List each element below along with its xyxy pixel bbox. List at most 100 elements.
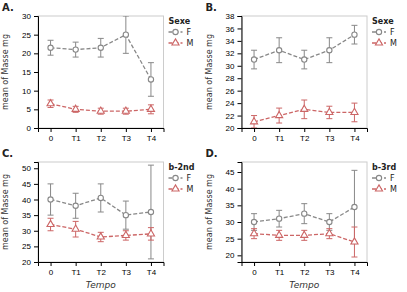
- plot-frame: [38, 162, 164, 262]
- error-bar: [326, 38, 332, 63]
- x-tick-label: T2: [97, 134, 107, 143]
- point-marker: [352, 204, 357, 209]
- y-tick: 15: [22, 68, 38, 77]
- y-tick-mark: [238, 128, 242, 129]
- legend-swatch-marker: [173, 175, 178, 180]
- y-tick: 50: [22, 164, 38, 173]
- point-marker: [97, 107, 104, 113]
- point-marker: [148, 209, 153, 214]
- axis-domain: [242, 263, 368, 267]
- y-tick-mark: [34, 231, 38, 232]
- point-marker: [48, 197, 53, 202]
- x-tick-label: T4: [147, 134, 157, 143]
- x-tick-label: T3: [325, 134, 335, 143]
- marks: [250, 25, 358, 128]
- x-tick: T3: [122, 262, 132, 277]
- x-tick: T3: [325, 128, 335, 143]
- error-bar: [326, 229, 332, 239]
- x-tick-label: T3: [122, 134, 132, 143]
- error-bar: [251, 214, 257, 231]
- y-tick: 30: [226, 218, 242, 227]
- series: [47, 218, 155, 241]
- marks: [250, 170, 358, 257]
- y-tick-label: 32: [226, 49, 235, 58]
- y-tick-mark: [238, 239, 242, 240]
- x-tick-label: T3: [325, 268, 335, 277]
- x-tick: 0: [49, 128, 54, 143]
- error-bar: [301, 230, 307, 240]
- y-tick: 5: [27, 105, 38, 114]
- x-tick: T1: [71, 128, 81, 143]
- y-tick-mark: [34, 128, 38, 129]
- y-tick: 25: [22, 242, 38, 251]
- error-bar: [301, 50, 307, 69]
- x-tick-mark: [304, 128, 305, 132]
- y-tick: 45: [22, 180, 38, 189]
- y-tick-mark: [34, 184, 38, 185]
- error-bar: [48, 100, 54, 107]
- x-tick-label: T1: [71, 268, 81, 277]
- y-axis: 20222426283032343638: [226, 12, 242, 133]
- y-axis: 20253035404550: [22, 163, 38, 268]
- axis-domain: [242, 129, 368, 133]
- x-tick: 0: [49, 262, 54, 277]
- error-bar: [276, 230, 282, 240]
- y-tick: 40: [226, 185, 242, 194]
- point-marker: [47, 220, 54, 226]
- y-tick-mark: [34, 35, 38, 36]
- error-bar: [251, 116, 257, 128]
- y-axis: 051015202530: [22, 12, 38, 133]
- y-tick-mark: [34, 262, 38, 263]
- y-tick: 20: [22, 258, 38, 267]
- y-tick-mark: [238, 28, 242, 29]
- y-tick-label: 10: [22, 87, 31, 96]
- y-tick-mark: [238, 255, 242, 256]
- y-tick-mark: [238, 41, 242, 42]
- error-bar: [148, 105, 154, 114]
- y-tick-label: 35: [22, 211, 31, 220]
- y-tick-label: 40: [226, 185, 235, 194]
- y-tick-label: 15: [22, 68, 31, 77]
- point-marker: [327, 219, 332, 224]
- x-tick: 0: [252, 128, 257, 143]
- x-tick: T3: [122, 128, 132, 143]
- error-bar: [123, 201, 129, 229]
- legend: b-2ndFM: [169, 163, 195, 194]
- point-marker: [250, 118, 257, 124]
- legend-title: b-2nd: [169, 163, 195, 172]
- legend-label: M: [187, 185, 194, 194]
- series: [48, 165, 154, 259]
- panel: 0510152025300T1T2T3T4A.mean of Masse mgS…: [1, 2, 194, 143]
- error-bar: [148, 228, 154, 241]
- point-marker: [123, 212, 128, 217]
- error-bar: [123, 231, 129, 240]
- axis-domain: [34, 163, 39, 263]
- y-tick: 10: [22, 87, 38, 96]
- x-tick-mark: [354, 128, 355, 132]
- x-axis: 0T1T2T3T4: [39, 262, 165, 277]
- panel-title: A.: [2, 2, 14, 13]
- y-tick-label: 36: [226, 25, 235, 34]
- point-marker: [251, 57, 256, 62]
- point-marker: [277, 216, 282, 221]
- legend-item: M: [372, 185, 397, 194]
- error-bar: [73, 42, 79, 57]
- point-marker: [302, 57, 307, 62]
- y-tick-label: 25: [226, 235, 235, 244]
- x-tick-mark: [126, 262, 127, 266]
- y-axis-title: mean of Masse mg: [1, 174, 10, 250]
- legend-label: M: [390, 185, 397, 194]
- y-tick-label: 20: [22, 49, 31, 58]
- y-tick-label: 35: [226, 201, 235, 210]
- y-tick-label: 0: [27, 124, 32, 133]
- error-bar: [326, 214, 332, 231]
- y-tick-label: 22: [226, 112, 235, 121]
- y-tick-mark: [238, 222, 242, 223]
- axis-domain: [39, 129, 165, 133]
- y-tick: 20: [226, 251, 242, 260]
- y-tick-mark: [34, 200, 38, 201]
- legend-swatch-marker: [376, 29, 381, 34]
- y-tick-mark: [238, 16, 242, 17]
- y-tick-label: 30: [226, 62, 235, 71]
- y-tick-mark: [34, 168, 38, 169]
